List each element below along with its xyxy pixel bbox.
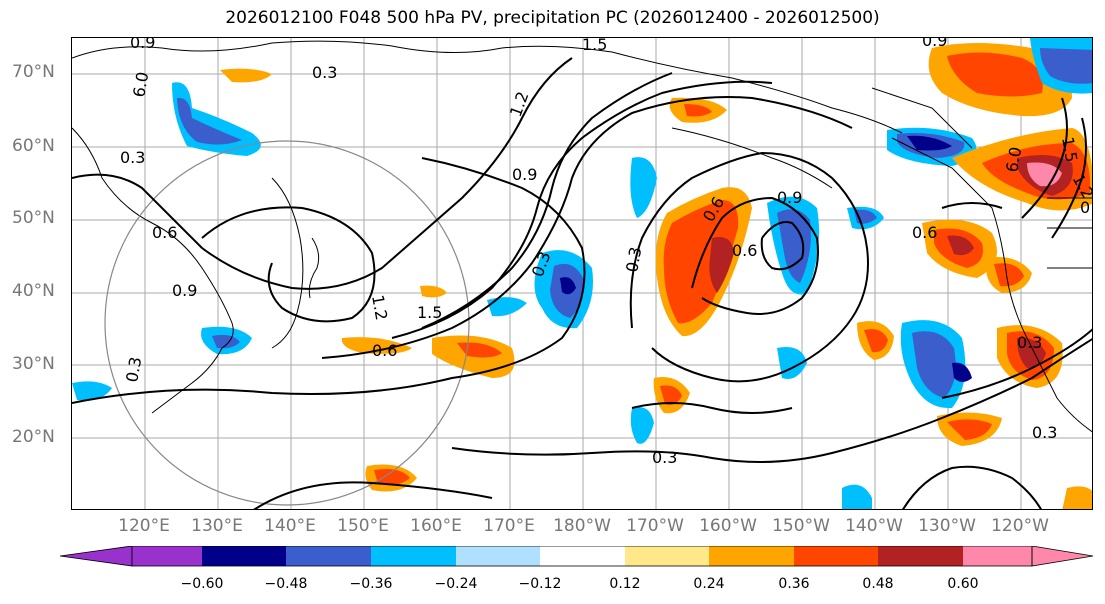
colorbar-segment [202,546,286,566]
lon-label: 120°W [991,516,1049,536]
colorbar-segment [878,546,963,566]
contour-label: 0.9 [512,165,537,184]
contour-label: 1.5 [417,303,442,322]
contour-label: 0.6 [912,223,937,242]
lat-label-30: 30°N [12,354,55,374]
colorbar-tick: −0.36 [349,576,393,592]
lon-label: 140°E [264,516,316,536]
colorbar-tick: −0.24 [434,576,478,592]
lon-label: 130°W [918,516,976,536]
colorbar-segment [709,546,794,566]
colorbar-segment [625,546,709,566]
contour-label: 0.3 [622,245,645,273]
lon-label: 150°W [772,516,830,536]
lon-label: 130°E [191,516,243,536]
pv-contours [72,57,1092,509]
map-svg: 0.9 1.5 0.9 0.3 6.0 0.3 1.2 0.9 0.6 0.9 … [72,38,1092,509]
contour-label: 6.0 [129,70,152,98]
contour-label: 0.6 [152,223,177,242]
contour-label: 1.2 [368,293,391,321]
lon-label: 170°E [483,516,535,536]
colorbar-tick: −0.48 [264,576,308,592]
lat-label-50: 50°N [12,208,55,228]
contour-label: 0.3 [652,448,677,467]
contour-label-group: 0.9 1.5 0.9 0.3 6.0 0.3 1.2 0.9 0.6 0.9 … [120,38,1092,467]
colorbar [60,546,1094,567]
contour-label: 0.3 [1017,333,1042,352]
colorbar-tick: 0.36 [778,576,810,592]
contour-label: 0.3 [1032,423,1057,442]
colorbar-segment [286,546,371,566]
colorbar-segment [794,546,878,566]
lon-label: 160°W [699,516,757,536]
lon-label: 160°E [410,516,462,536]
reference-circle [104,140,470,506]
lon-label: 120°E [118,516,170,536]
colorbar-tick: 0.60 [947,576,979,592]
colorbar-segment [456,546,540,566]
contour-label: 0.6 [372,341,397,360]
colorbar-tick: −0.60 [180,576,224,592]
lat-label-20: 20°N [12,427,55,447]
coastlines [72,40,1092,433]
contour-label: 0.9 [130,38,155,52]
lon-label: 150°E [337,516,389,536]
contour-label: 0 [1080,198,1090,217]
contour-label: 0.3 [122,355,145,383]
colorbar-tick: 0.12 [609,576,641,592]
lon-label: 140°W [845,516,903,536]
colorbar-tick: 0.48 [862,576,894,592]
contour-label: 0.9 [172,281,197,300]
colorbar-segment [371,546,456,566]
colorbar-segment [60,546,133,567]
lat-label-70: 70°N [12,62,55,82]
colorbar-tick: −0.12 [518,576,562,592]
contour-label: 0.9 [777,188,802,207]
colorbar-tick: 0.24 [693,576,725,592]
contour-label: 0.6 [732,241,757,260]
contour-label: 6.0 [1002,145,1025,173]
colorbar-segment [132,546,202,566]
contour-label: 1.5 [582,38,607,54]
colorbar-segment [963,546,1032,566]
colorbar-segment [540,546,625,566]
lat-label-60: 60°N [12,136,55,156]
precip-shading [72,38,1092,509]
colorbar-segment [1031,546,1094,567]
contour-label: 0.3 [312,63,337,82]
chart-title: 2026012100 F048 500 hPa PV, precipitatio… [225,8,880,28]
contour-label: 0.9 [922,38,947,50]
lat-label-40: 40°N [12,281,55,301]
contour-label: 1.5 [1058,135,1081,163]
lon-label: 180°W [553,516,611,536]
map-panel: 0.9 1.5 0.9 0.3 6.0 0.3 1.2 0.9 0.6 0.9 … [71,37,1093,510]
contour-label: 0.3 [120,148,145,167]
lon-label: 170°W [626,516,684,536]
